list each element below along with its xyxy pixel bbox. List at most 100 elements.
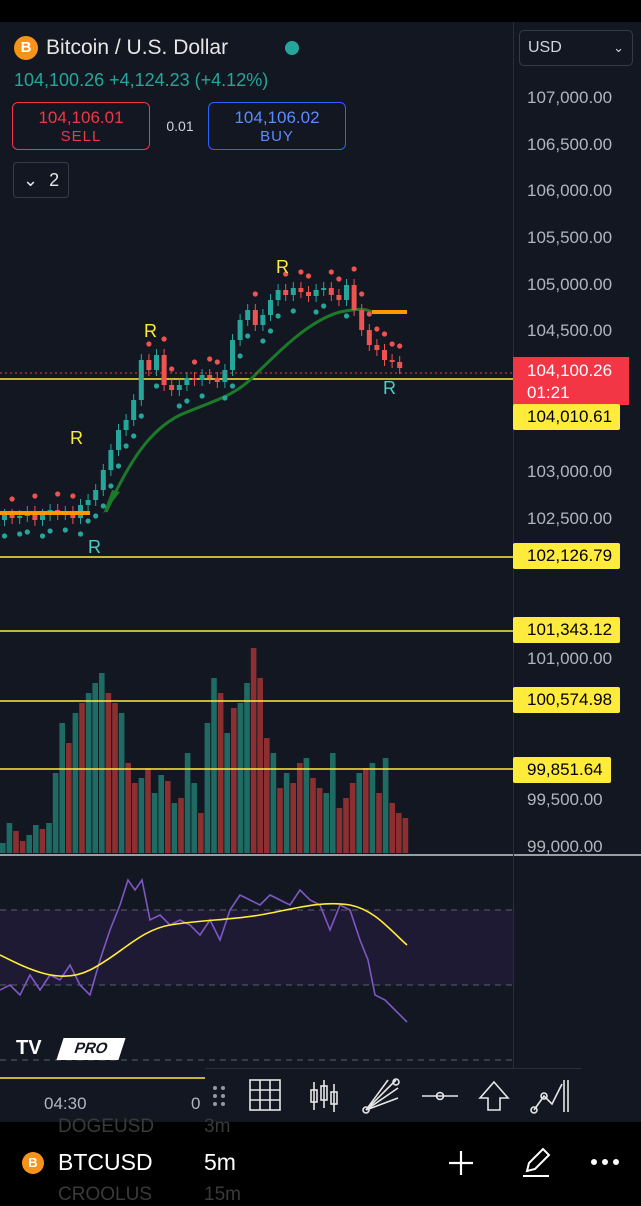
sar-dot [138, 413, 144, 419]
sar-dot [374, 326, 380, 332]
price-axis[interactable] [513, 22, 641, 1122]
volume-bar [257, 678, 263, 853]
candle-body [260, 315, 266, 325]
candle-body [192, 378, 197, 380]
trend-icon[interactable] [528, 1074, 572, 1118]
buy-button[interactable]: 104,106.02 BUY [208, 102, 346, 150]
price-label: 101,000.00 [527, 649, 613, 668]
arrow-up-icon[interactable] [472, 1074, 516, 1118]
currency-select[interactable]: USD ⌄ [519, 30, 633, 66]
level-label[interactable]: 104,010.61 [513, 404, 621, 430]
volume-bar [343, 798, 349, 853]
volume-bar [105, 693, 112, 853]
sar-dot [343, 313, 350, 319]
candle-body [290, 288, 296, 295]
candle-body [275, 290, 281, 300]
candle-body [123, 420, 129, 430]
candle-body [161, 355, 167, 385]
sar-dot [77, 531, 84, 537]
candle-body [306, 292, 311, 296]
candle-body [359, 310, 365, 330]
time-label: 04:30 [44, 1094, 87, 1113]
r-marker: R [383, 378, 396, 398]
fib-fan-icon[interactable] [360, 1074, 404, 1118]
candle-body [222, 370, 228, 382]
volume-bar [171, 803, 178, 853]
candle-body [100, 470, 106, 490]
level-label[interactable]: 101,343.12 [513, 617, 621, 643]
chart-area[interactable] [0, 22, 641, 1122]
sar-dot [47, 528, 53, 534]
volume-bar [118, 713, 125, 853]
volume-bar [46, 823, 52, 853]
volume-bar [283, 773, 290, 853]
sar-dot [131, 433, 137, 439]
volume-bar [138, 778, 145, 853]
candle-body [374, 345, 380, 350]
volume-bar [297, 763, 303, 853]
sar-dot [70, 493, 76, 499]
candle-body [131, 400, 137, 420]
candles [1, 266, 403, 539]
more-icon[interactable] [589, 1152, 621, 1172]
sar-dot [267, 328, 274, 334]
drag-handle-icon[interactable] [209, 1074, 229, 1118]
indicators-toggle-button[interactable]: ⌄ 2 [13, 162, 69, 198]
candle-body [328, 288, 334, 295]
volume-bar [244, 683, 250, 853]
volume-bar [184, 753, 191, 853]
level-label[interactable]: 100,574.98 [513, 687, 621, 713]
sell-button[interactable]: 104,106.01 SELL [12, 102, 150, 150]
price-label: 105,500.00 [527, 228, 613, 247]
candle-body [336, 295, 342, 300]
time-axis[interactable] [0, 1080, 205, 1122]
level-label[interactable]: 102,126.79 [513, 543, 621, 569]
candle-body [252, 310, 258, 325]
sar-dot [32, 493, 38, 499]
price-label: 99,000.00 [527, 837, 603, 856]
sar-dot [290, 308, 296, 314]
volume-bar [72, 713, 79, 853]
sar-dot [229, 383, 236, 389]
candles-icon[interactable] [302, 1074, 346, 1118]
plus-icon[interactable] [446, 1148, 476, 1178]
volume-bar [85, 693, 92, 853]
chart-svg [0, 266, 641, 1079]
volume-bar [270, 753, 277, 853]
sell-price: 104,106.01 [38, 108, 124, 127]
sar-dot [115, 463, 122, 469]
sar-dot [100, 503, 106, 509]
price-label: 106,000.00 [527, 181, 613, 200]
price-label: 106,500.00 [527, 135, 613, 154]
sar-dot [283, 271, 289, 277]
candle-body [237, 320, 243, 340]
sar-dot [336, 276, 342, 282]
candle-body [351, 285, 357, 310]
rsi-ma-line [0, 902, 408, 977]
sar-dot [39, 533, 46, 539]
horizontal-line-icon[interactable] [418, 1074, 462, 1118]
volume-bar [310, 778, 316, 853]
r-marker: R [276, 257, 289, 277]
pencil-icon[interactable] [519, 1145, 553, 1179]
status-bar [0, 0, 641, 22]
volume-bar [316, 788, 323, 853]
symbol-selector[interactable]: BTCUSD [58, 1149, 153, 1175]
sar-dot [24, 529, 30, 535]
sar-dot [184, 398, 190, 404]
volume-bar [303, 758, 310, 853]
volume-bar [336, 808, 343, 853]
symbol-title[interactable]: Bitcoin / U.S. Dollar [46, 36, 229, 59]
volume-bar [277, 788, 283, 853]
volume-bar [19, 841, 26, 853]
spread-value: 0.01 [166, 118, 194, 134]
moving-average-line [104, 307, 373, 513]
interval-selector[interactable]: 5m [204, 1149, 236, 1175]
level-label[interactable]: 99,851.64 [513, 757, 611, 783]
sar-dot [275, 313, 281, 319]
sar-dot [321, 303, 327, 309]
rsi-band [0, 910, 513, 985]
sar-dot [1, 533, 8, 539]
volume-bar [99, 673, 105, 853]
grid-icon[interactable] [244, 1074, 288, 1118]
